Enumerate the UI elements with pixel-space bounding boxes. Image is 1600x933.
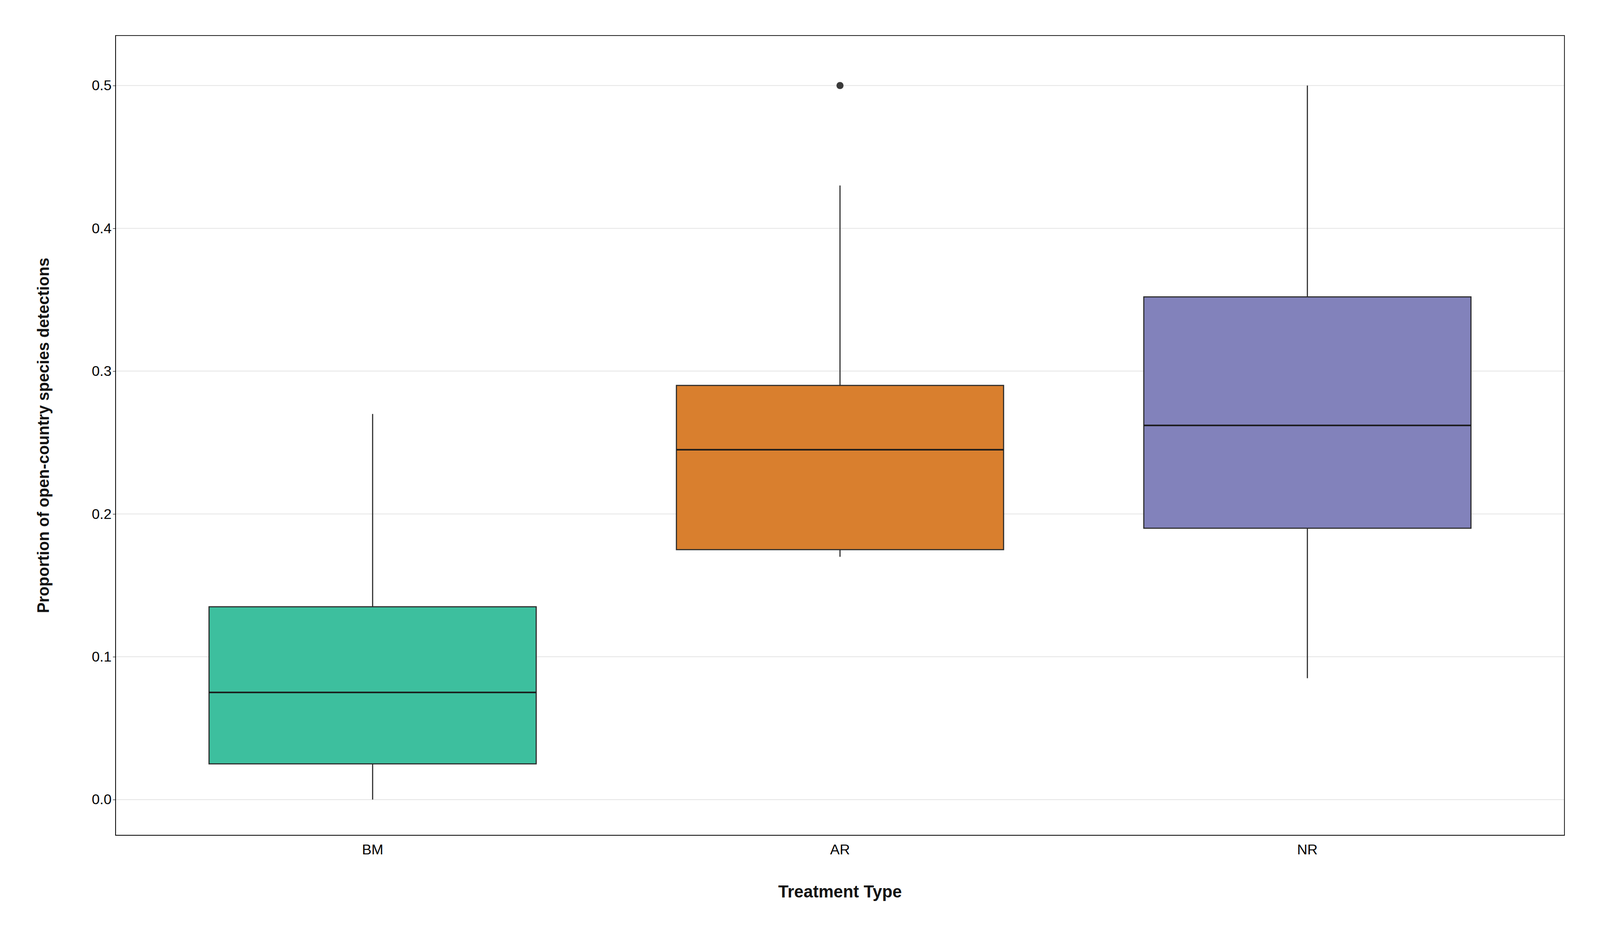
median xyxy=(208,692,536,694)
y-tick-mark xyxy=(112,85,116,87)
x-tick: NR xyxy=(1297,841,1318,858)
y-tick-label: 0.4 xyxy=(92,220,112,237)
y-tick-label: 0.0 xyxy=(92,791,112,808)
y-tick-label: 0.2 xyxy=(92,506,112,523)
y-tick-mark xyxy=(112,228,116,229)
box xyxy=(676,385,1004,551)
y-tick-mark xyxy=(112,800,116,801)
box xyxy=(1144,296,1472,529)
flier xyxy=(836,82,844,90)
x-tick-label: AR xyxy=(830,841,850,858)
whisker-low xyxy=(839,549,841,557)
box-group xyxy=(208,414,536,800)
plot-frame xyxy=(115,35,1565,836)
whisker-low xyxy=(372,764,374,800)
whisker-low xyxy=(1306,528,1308,679)
marks xyxy=(208,82,1471,800)
x-tick: BM xyxy=(361,841,384,858)
x-axis-title: Treatment Type xyxy=(778,882,902,902)
whisker-high xyxy=(1306,85,1308,298)
grid xyxy=(115,85,1565,800)
y-tick-mark xyxy=(112,371,116,372)
x-tick-label: NR xyxy=(1297,841,1318,858)
x-tick: AR xyxy=(830,841,850,858)
y-tick: 0.4 xyxy=(92,220,116,237)
median xyxy=(676,448,1004,451)
box xyxy=(208,607,536,765)
y-tick-mark xyxy=(112,514,116,515)
y-axis-title: Proportion of open-country species detec… xyxy=(34,257,53,614)
y-tick-label: 0.5 xyxy=(92,77,112,94)
whisker-high xyxy=(839,185,841,386)
y-tick: 0.3 xyxy=(92,363,116,380)
box-group xyxy=(1144,85,1472,679)
box-group xyxy=(676,82,1004,558)
y-tick-label: 0.1 xyxy=(92,648,112,665)
grid-line xyxy=(115,799,1565,801)
y-tick: 0.0 xyxy=(92,791,116,808)
y-tick-label: 0.3 xyxy=(92,363,112,380)
y-axis-line xyxy=(115,36,116,836)
y-axis: 0.0 0.1 0.2 0.3 0.4 0.5 xyxy=(92,36,116,836)
chart: 0.0 0.1 0.2 0.3 0.4 0.5 BM AR NR Treatment Type Pr… xyxy=(0,0,1600,933)
y-tick: 0.1 xyxy=(92,648,116,665)
median xyxy=(1144,424,1472,427)
y-tick: 0.2 xyxy=(92,506,116,523)
whisker-high xyxy=(372,414,374,608)
x-axis-line xyxy=(116,835,1565,836)
y-tick-mark xyxy=(112,656,116,658)
x-tick-label: BM xyxy=(361,841,384,858)
y-tick: 0.5 xyxy=(92,77,116,94)
x-axis: BM AR NR xyxy=(116,836,1565,858)
